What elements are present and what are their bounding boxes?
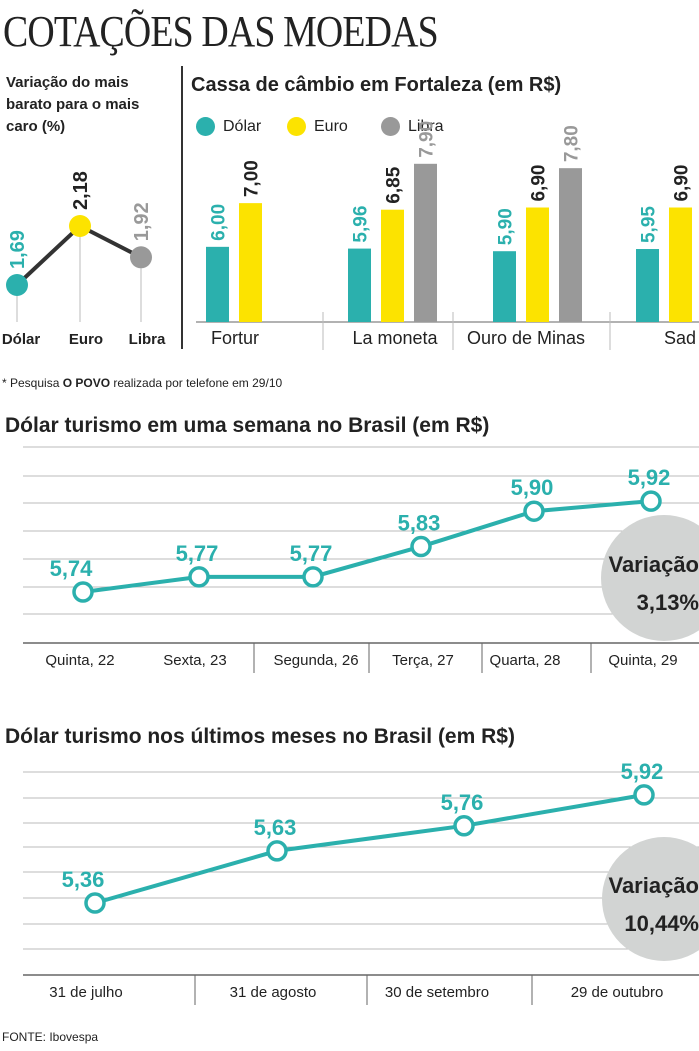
legend-item-dolar: Dólar bbox=[196, 117, 261, 136]
x-tick-label: 31 de agosto bbox=[230, 984, 317, 1001]
variation-value: 10,44% bbox=[624, 911, 699, 936]
x-tick-label: Sexta, 23 bbox=[163, 652, 226, 669]
variation-point-libra bbox=[130, 246, 152, 269]
data-point-label: 5,77 bbox=[290, 541, 333, 566]
bar-value-label: 6,90 bbox=[529, 165, 550, 202]
legend-item-euro: Euro bbox=[287, 117, 348, 136]
bar-value-label: 5,95 bbox=[639, 206, 660, 243]
footnote-brand: O POVO bbox=[62, 376, 111, 390]
variation-label: Variação bbox=[608, 873, 699, 898]
data-point-label: 5,92 bbox=[621, 759, 664, 784]
legend-label: Euro bbox=[314, 117, 348, 135]
variation-circle bbox=[601, 515, 699, 641]
x-tick-label: 30 de setembro bbox=[385, 984, 489, 1001]
footnote: * Pesquisa O POVO realizada por telefone… bbox=[2, 376, 282, 390]
legend-swatch bbox=[381, 117, 400, 136]
cassa-category-label: Ouro de Minas bbox=[467, 328, 585, 348]
variation-value-label: 1,69 bbox=[7, 230, 29, 269]
bar-value-label: 6,85 bbox=[384, 166, 405, 203]
bar-value-label: 7,90 bbox=[417, 121, 438, 158]
variation-point-dólar bbox=[6, 274, 28, 296]
x-tick-label: Quinta, 22 bbox=[45, 652, 114, 669]
page-title: COTAÇÕES DAS MOEDAS bbox=[3, 7, 439, 56]
bar-dolar bbox=[493, 251, 516, 322]
data-point bbox=[266, 840, 288, 862]
x-tick-label: Segunda, 26 bbox=[273, 652, 358, 669]
data-point-label: 5,74 bbox=[50, 556, 94, 581]
bar-libra bbox=[414, 163, 437, 322]
variation-value-label: 2,18 bbox=[70, 171, 92, 210]
source-note: FONTE: Ibovespa bbox=[2, 1030, 99, 1044]
data-point-label: 5,90 bbox=[511, 475, 554, 500]
data-point bbox=[302, 566, 324, 588]
bar-libra bbox=[559, 168, 582, 322]
data-point bbox=[410, 535, 432, 558]
bar-dolar bbox=[348, 248, 371, 322]
section-divider bbox=[181, 66, 183, 349]
series-line bbox=[94, 792, 645, 905]
variation-value-label: 1,92 bbox=[131, 202, 153, 241]
variation-circle bbox=[602, 837, 699, 961]
legend-label: Libra bbox=[408, 117, 444, 135]
x-tick-label: 29 de outubro bbox=[571, 984, 664, 1001]
cassa-category-label: La moneta bbox=[352, 328, 438, 348]
legend-label: Dólar bbox=[223, 117, 262, 135]
data-point bbox=[84, 892, 106, 914]
variation-category-label: Dólar bbox=[2, 331, 41, 348]
x-tick-label: Quarta, 28 bbox=[490, 652, 561, 669]
cassa-category-label: Fortur bbox=[211, 328, 259, 348]
data-point bbox=[453, 815, 475, 837]
legend-swatch bbox=[196, 117, 215, 136]
data-point-label: 5,83 bbox=[398, 511, 441, 536]
data-point bbox=[188, 566, 210, 588]
bar-euro bbox=[239, 203, 262, 322]
variation-category-label: Euro bbox=[69, 331, 103, 348]
bar-dolar bbox=[636, 249, 659, 322]
weekly-chart-title: Dólar turismo em uma semana no Brasil (e… bbox=[5, 414, 490, 437]
cassa-chart-title: Cassa de câmbio em Fortaleza (em R$) bbox=[191, 74, 562, 96]
data-point-label: 5,36 bbox=[62, 867, 105, 892]
bar-value-label: 5,96 bbox=[351, 206, 372, 243]
bar-euro bbox=[526, 207, 549, 322]
legend-item-libra: Libra bbox=[381, 117, 444, 136]
data-point-label: 5,63 bbox=[254, 815, 297, 840]
footnote-prefix: * Pesquisa bbox=[2, 376, 63, 390]
series-line bbox=[82, 499, 652, 594]
bar-euro bbox=[669, 207, 692, 322]
x-tick-label: Quinta, 29 bbox=[608, 652, 677, 669]
bar-value-label: 6,90 bbox=[672, 165, 693, 202]
variation-label: Variação bbox=[608, 552, 699, 577]
bar-euro bbox=[381, 209, 404, 322]
data-point-label: 5,92 bbox=[628, 465, 671, 490]
x-tick-label: Terça, 27 bbox=[392, 652, 454, 669]
variation-chart-title: Variação do mais barato para o mais caro… bbox=[6, 74, 140, 135]
footnote-suffix: realizada por telefone em 29/10 bbox=[110, 376, 283, 390]
data-point bbox=[523, 500, 545, 522]
legend-swatch bbox=[287, 117, 306, 136]
bar-value-label: 5,90 bbox=[496, 208, 517, 245]
data-point-label: 5,76 bbox=[441, 790, 484, 815]
variation-category-label: Libra bbox=[129, 331, 166, 348]
cassa-category-label: Sad bbox=[664, 328, 696, 348]
variation-point-euro bbox=[69, 215, 91, 237]
data-point bbox=[633, 784, 655, 806]
bar-value-label: 7,80 bbox=[562, 125, 583, 162]
monthly-chart-title: Dólar turismo nos últimos meses no Brasi… bbox=[5, 725, 515, 748]
bar-dolar bbox=[206, 246, 229, 322]
variation-value: 3,13% bbox=[637, 590, 699, 615]
bar-value-label: 6,00 bbox=[209, 204, 230, 241]
data-point-label: 5,77 bbox=[176, 541, 219, 566]
bar-value-label: 7,00 bbox=[242, 160, 263, 197]
data-point bbox=[640, 490, 662, 512]
x-tick-label: 31 de julho bbox=[49, 984, 122, 1001]
data-point bbox=[72, 581, 94, 603]
